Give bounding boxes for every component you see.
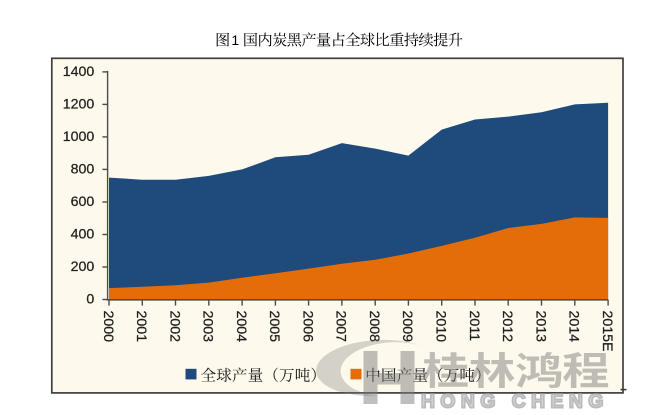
svg-text:1: 1 (231, 32, 239, 48)
svg-text:2000: 2000 (100, 311, 116, 343)
svg-text:2011: 2011 (466, 311, 482, 342)
svg-text:2012: 2012 (499, 311, 515, 343)
svg-text:2001: 2001 (133, 311, 149, 343)
svg-text:2014: 2014 (566, 311, 582, 343)
svg-text:2006: 2006 (299, 311, 315, 343)
svg-text:2010: 2010 (433, 311, 449, 343)
svg-text:400: 400 (71, 227, 95, 243)
svg-text:600: 600 (71, 194, 95, 210)
svg-text:2009: 2009 (399, 311, 415, 343)
svg-text:2013: 2013 (532, 311, 548, 343)
svg-text:200: 200 (71, 259, 95, 275)
svg-text:2002: 2002 (166, 311, 182, 343)
svg-text:2008: 2008 (366, 311, 382, 343)
svg-text:2015E: 2015E (599, 311, 615, 352)
svg-text:2003: 2003 (200, 311, 216, 343)
svg-text:2005: 2005 (266, 311, 282, 343)
svg-text:1400: 1400 (63, 64, 95, 80)
svg-text:2004: 2004 (233, 311, 249, 343)
svg-text:2007: 2007 (333, 311, 349, 343)
svg-text:800: 800 (71, 162, 95, 178)
svg-text:HONG CHENG: HONG CHENG (421, 392, 609, 413)
svg-text:1000: 1000 (63, 129, 95, 145)
svg-text:0: 0 (86, 292, 94, 308)
svg-text:1200: 1200 (63, 97, 95, 113)
